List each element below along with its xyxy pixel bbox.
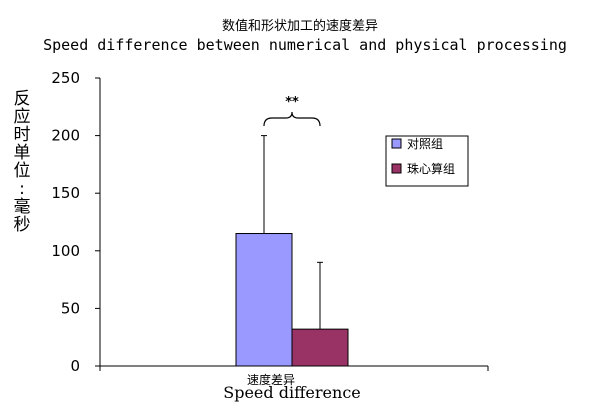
y-tick-label: 0 [70, 357, 80, 375]
legend-label-1: 对照组 [407, 137, 443, 151]
y-axis-label-char: 秒 [14, 215, 31, 235]
significance-marker: ** [263, 95, 321, 127]
y-tick-label: 150 [51, 184, 80, 202]
y-axis-label-char: 时 [14, 125, 31, 145]
error-bars [261, 135, 323, 330]
y-tick-label: 200 [51, 127, 80, 145]
y-axis-label-char: : [19, 179, 25, 199]
chart-title: 数值和形状加工的速度差异 [222, 18, 378, 34]
legend-swatch-2 [391, 163, 402, 174]
x-axis-title: Speed difference [223, 383, 361, 402]
y-tick-label: 250 [51, 69, 80, 87]
legend-label-2: 珠心算组 [407, 161, 455, 176]
y-axis-label-char: 反 [14, 89, 31, 109]
x-category-label: 速度差异 [247, 372, 295, 387]
y-axis-label-char: 单 [14, 143, 31, 163]
y-tick-label: 100 [51, 242, 80, 260]
y-axis-label-char: 应 [14, 107, 31, 127]
x-axis [99, 365, 489, 371]
chart-subtitle: Speed difference between numerical and p… [43, 36, 567, 54]
y-axis-label-char: 毫 [14, 197, 31, 217]
y-tick-label: 50 [61, 299, 80, 317]
significance-label: ** [285, 95, 299, 110]
bars [235, 233, 349, 367]
bar-2 [291, 328, 349, 367]
y-axis: 0 50 100 150 200 250 [51, 69, 101, 375]
legend-swatch-1 [391, 138, 402, 149]
y-axis-label-char: 位 [14, 161, 31, 181]
bar-1 [235, 233, 293, 367]
significance-bracket [263, 111, 321, 127]
